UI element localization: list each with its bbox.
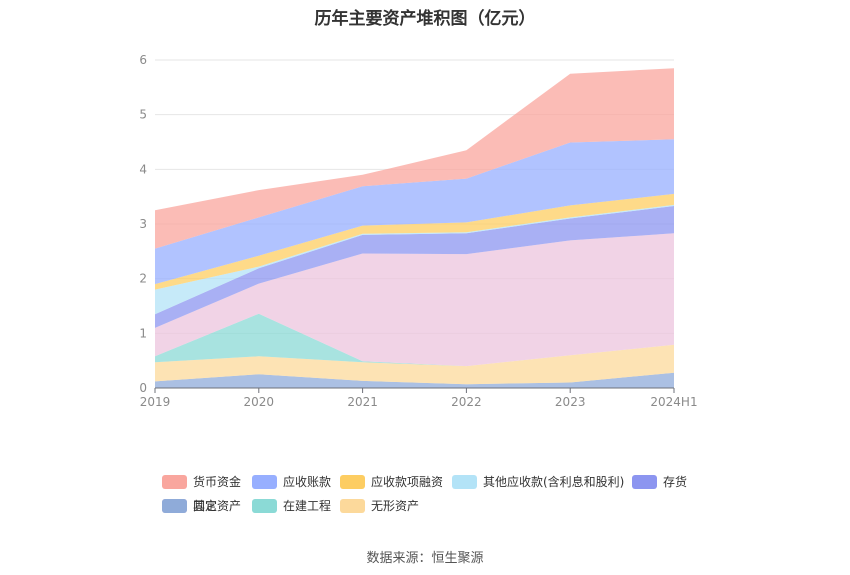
- y-tick-label: 1: [139, 326, 147, 340]
- area-series-2[interactable]: [155, 313, 674, 367]
- legend-swatch: [632, 474, 657, 489]
- x-tick-label: 2019: [140, 395, 171, 409]
- legend-swatch: [162, 474, 187, 489]
- legend-label: 固定资产: [193, 499, 242, 513]
- area-series: [155, 68, 674, 388]
- x-tick-label: 2022: [451, 395, 482, 409]
- legend-item[interactable]: 货币资金: [162, 473, 241, 490]
- area-series-8[interactable]: [155, 68, 674, 249]
- area-series-7[interactable]: [155, 139, 674, 285]
- legend-swatch: [252, 498, 277, 513]
- legend-swatch: [162, 498, 187, 513]
- x-tick-label: 2020: [244, 395, 275, 409]
- area-series-0[interactable]: [155, 372, 674, 388]
- legend-label: 应收款项融资: [371, 475, 444, 489]
- axes: 0 1 2 3 4 5 6 2019 2020 2021 2022 2023 2024H1: [139, 53, 697, 409]
- y-tick-label: 5: [139, 108, 147, 122]
- chart-title: 历年主要资产堆积图（亿元）: [314, 9, 536, 29]
- legend-label: 无形资产: [371, 499, 420, 513]
- x-tick-label: 2021: [347, 395, 378, 409]
- legend-item[interactable]: 其他应收款(含利息和股利): [452, 473, 624, 490]
- y-tick-label: 0: [139, 381, 147, 395]
- legend-item[interactable]: 无形资产: [340, 497, 419, 514]
- legend-swatch: [340, 474, 365, 489]
- legend-item[interactable]: 应收账款: [252, 473, 331, 490]
- legend-item[interactable]: 在建工程: [252, 497, 331, 514]
- legend-swatch: [340, 498, 365, 513]
- x-tick-label: 2023: [555, 395, 586, 409]
- area-series-4[interactable]: [155, 206, 674, 328]
- legend-swatch: [452, 474, 477, 489]
- legend-label: 货币资金: [193, 475, 242, 489]
- y-tick-label: 6: [139, 53, 147, 67]
- x-tick-label: 2024H1: [650, 395, 697, 409]
- legend-label: 在建工程: [283, 499, 332, 513]
- legend-item[interactable]: 存货: [632, 473, 687, 490]
- legend-label: 其它: [193, 499, 218, 513]
- legend-label: 其他应收款(含利息和股利): [483, 475, 625, 489]
- y-tick-label: 3: [139, 217, 147, 231]
- area-series-3[interactable]: [155, 233, 674, 367]
- area-series-6[interactable]: [155, 193, 674, 290]
- legend-item[interactable]: 应收款项融资: [340, 473, 443, 490]
- legend-item[interactable]: 其它: [162, 497, 217, 514]
- data-source-note: 数据来源：恒生聚源: [366, 551, 484, 566]
- legend-label: 应收账款: [283, 475, 332, 489]
- y-tick-label: 2: [139, 272, 147, 286]
- legend-swatch: [252, 474, 277, 489]
- y-tick-label: 4: [139, 162, 147, 176]
- legend-label: 存货: [663, 475, 688, 489]
- area-series-1[interactable]: [155, 344, 674, 385]
